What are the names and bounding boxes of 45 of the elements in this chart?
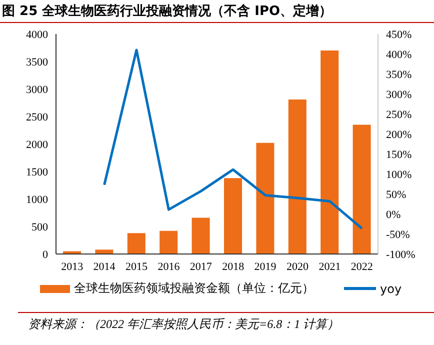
y2-tick-label: 50% bbox=[386, 188, 406, 201]
y2-tick-label: 150% bbox=[386, 148, 412, 161]
y-tick-label: 3000 bbox=[26, 84, 48, 96]
y-tick-label: 2000 bbox=[26, 138, 48, 151]
bar bbox=[160, 230, 178, 254]
y-tick-label: 3500 bbox=[26, 56, 48, 68]
legend-label: 全球生物医药领域投融资金额（单位：亿元） bbox=[74, 280, 314, 297]
y2-tick-label: 300% bbox=[386, 88, 412, 101]
bar bbox=[288, 99, 306, 254]
bar bbox=[320, 50, 339, 254]
legend-label: yoy bbox=[380, 282, 402, 296]
y-tick-label: 4000 bbox=[26, 28, 48, 41]
y2-tick-label: 450% bbox=[386, 28, 412, 41]
x-tick-label: 2013 bbox=[61, 260, 84, 273]
x-tick-label: 2022 bbox=[350, 260, 373, 273]
y-tick-label: 1000 bbox=[26, 194, 48, 206]
y2-tick-label: 350% bbox=[386, 68, 412, 81]
line-series bbox=[103, 48, 364, 230]
x-tick-label: 2014 bbox=[93, 260, 116, 273]
y2-tick-label: 100% bbox=[386, 168, 412, 181]
x-tick-label: 2015 bbox=[126, 260, 148, 273]
y2-tick-label: 400% bbox=[386, 48, 412, 61]
y2-tick-label: -50% bbox=[386, 228, 410, 241]
y2-tick-label: -100% bbox=[386, 248, 416, 261]
x-tick-label: 2018 bbox=[222, 260, 245, 273]
chart-title: 图 25 全球生物医药行业投融资情况（不含 IPO、定增） bbox=[1, 2, 334, 21]
x-tick-label: 2017 bbox=[190, 260, 212, 273]
x-tick-label: 2019 bbox=[254, 260, 277, 273]
bar bbox=[127, 233, 146, 254]
y-tick-label: 500 bbox=[32, 221, 48, 234]
bar bbox=[192, 218, 210, 254]
y-tick-label: 0 bbox=[42, 248, 48, 261]
bar bbox=[352, 124, 371, 254]
x-tick-label: 2016 bbox=[158, 260, 180, 273]
bar bbox=[95, 250, 114, 254]
x-tick-label: 2020 bbox=[286, 260, 309, 273]
y2-tick-label: 200% bbox=[386, 128, 412, 141]
y-tick-label: 1500 bbox=[26, 166, 48, 178]
bar bbox=[256, 142, 274, 254]
bar bbox=[224, 178, 242, 254]
x-tick-label: 2021 bbox=[318, 260, 341, 273]
y-tick-label: 2500 bbox=[26, 111, 48, 124]
y2-tick-label: 0% bbox=[386, 208, 401, 221]
text: 资料来源：（2022 年汇率按照人民币：美元=6.8：1 计算） bbox=[28, 316, 340, 333]
y2-tick-label: 250% bbox=[386, 108, 412, 121]
